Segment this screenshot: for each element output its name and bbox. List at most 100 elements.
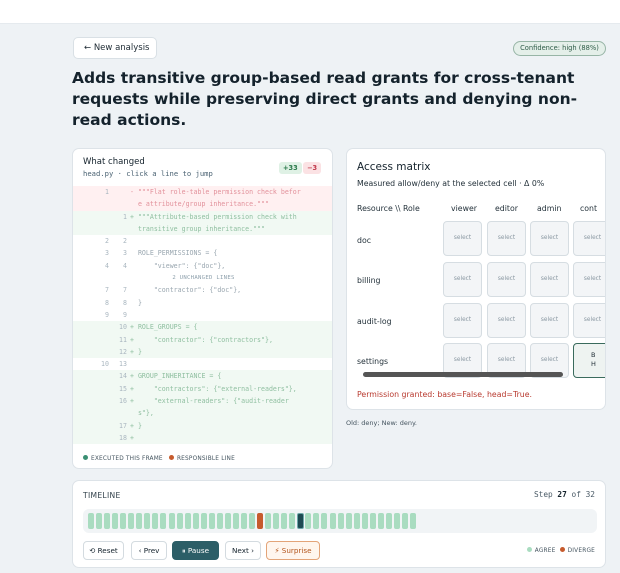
timeline-frame[interactable] — [385, 513, 392, 529]
code-line[interactable]: 10 13 — [73, 358, 332, 370]
timeline-frame[interactable] — [240, 513, 247, 529]
code-line[interactable]: 10 + ROLE_GROUPS = { — [73, 321, 332, 334]
timeline-track[interactable] — [83, 509, 597, 533]
code-lines: 1 - """Flat role-table permission check b… — [73, 186, 332, 445]
timeline-frame[interactable] — [321, 513, 328, 529]
timeline-frame[interactable] — [377, 513, 384, 529]
timeline-frame[interactable] — [184, 513, 191, 529]
code-text: + } — [130, 421, 142, 430]
timeline-frame[interactable] — [144, 513, 151, 529]
code-line[interactable]: 17 + } — [73, 419, 332, 432]
timeline-frame[interactable] — [128, 513, 135, 529]
timeline-frame-current[interactable] — [297, 513, 305, 529]
matrix-cell-doc-admin[interactable]: select — [530, 221, 569, 256]
matrix-cell-billing-cont[interactable]: select — [573, 262, 605, 297]
timeline-frame[interactable] — [361, 513, 368, 529]
code-line[interactable]: 12 + } — [73, 345, 332, 359]
code-line[interactable]: transitive group inheritance.""" — [73, 222, 332, 236]
timeline-frame[interactable] — [136, 513, 143, 529]
timeline-frame[interactable] — [313, 513, 320, 529]
timeline-frame[interactable] — [249, 513, 255, 529]
responsible-dot-icon — [168, 455, 174, 460]
timeline-frame[interactable] — [305, 513, 312, 529]
matrix-cell-billing-editor[interactable]: select — [487, 262, 526, 297]
timeline-frame[interactable] — [232, 513, 239, 529]
timeline-frame[interactable] — [265, 513, 272, 529]
reset-button[interactable]: ⟲ Reset — [83, 541, 124, 560]
surprise-button[interactable]: ⚡ Surprise — [266, 541, 320, 560]
timeline-frame[interactable] — [152, 513, 159, 529]
timeline-frame[interactable] — [208, 513, 215, 529]
timeline-frame[interactable] — [353, 513, 360, 529]
timeline-frame[interactable] — [289, 513, 296, 529]
matrix-cell-billing-viewer[interactable]: select — [443, 262, 482, 297]
code-line[interactable]: 7 7 "contractor": {"doc"}, — [73, 284, 332, 296]
matrix-cell-audit-log-cont[interactable]: select — [573, 303, 605, 338]
matrix-cell-audit-log-viewer[interactable]: select — [443, 303, 482, 338]
code-line[interactable]: 1 - """Flat role-table permission check b… — [73, 186, 332, 199]
code-line[interactable]: 18 + — [73, 431, 332, 445]
timeline-frame[interactable] — [96, 513, 103, 529]
matrix-cell-doc-viewer[interactable]: select — [443, 221, 482, 256]
code-line[interactable]: 8 8 } — [73, 297, 332, 309]
executed-dot-icon — [83, 455, 88, 460]
matrix-cell-doc-editor[interactable]: select — [487, 221, 526, 256]
timeline-frame[interactable] — [160, 513, 167, 529]
additions-badge: +33 — [279, 162, 302, 174]
timeline-frame[interactable] — [329, 513, 336, 529]
legend-diverge: DIVERGE — [567, 548, 595, 554]
new-line-number: 14 — [119, 372, 127, 381]
timeline-frame[interactable] — [410, 513, 416, 529]
code-text: + "contractor": {"contractors"}, — [130, 335, 273, 344]
timeline-frame[interactable] — [216, 513, 223, 529]
timeline-frame[interactable] — [224, 513, 231, 529]
new-analysis-button[interactable]: ← New analysis — [73, 37, 157, 59]
old-line-number: 1 — [105, 188, 109, 196]
pause-button[interactable]: ⏸ Pause — [172, 541, 219, 560]
timeline-frame[interactable] — [273, 513, 280, 529]
resource-label-doc: doc — [357, 236, 372, 245]
code-text: + ROLE_GROUPS = { — [130, 323, 198, 332]
matrix-cell-audit-log-admin[interactable]: select — [530, 303, 569, 338]
new-line-number: 2 — [123, 237, 127, 246]
code-line[interactable]: 16 + "external-readers": {"audit-reader — [73, 395, 332, 408]
code-line[interactable]: 4 4 "viewer": {"doc"}, — [73, 260, 332, 272]
matrix-cell-audit-log-editor[interactable]: select — [487, 303, 526, 338]
code-line[interactable]: 1 + """Attribute-based permission check w… — [73, 210, 332, 223]
timeline-frame[interactable] — [337, 513, 344, 529]
timeline-frame[interactable] — [200, 513, 207, 529]
timeline-frame[interactable] — [393, 513, 400, 529]
matrix-cell-settings-cont[interactable]: B H — [573, 343, 605, 378]
matrix-cell-doc-cont[interactable]: select — [573, 221, 605, 256]
matrix-cell-billing-admin[interactable]: select — [530, 262, 569, 297]
timeline-frame[interactable] — [88, 513, 94, 529]
timeline-frame[interactable] — [281, 513, 288, 529]
code-line[interactable]: 15 + "contractors": {"external-readers"}, — [73, 382, 332, 396]
step-current: 27 — [557, 490, 567, 499]
timeline-frame[interactable] — [176, 513, 183, 529]
code-line[interactable]: e attribute/group inheritance.""" — [73, 198, 332, 211]
next-button[interactable]: Next › — [225, 541, 261, 560]
timeline-frame[interactable] — [112, 513, 119, 529]
timeline-frame[interactable] — [192, 513, 199, 529]
timeline-frame[interactable] — [257, 513, 264, 529]
code-line[interactable]: 11 + "contractor": {"contractors"}, — [73, 333, 332, 346]
code-panel-title: What changed — [83, 157, 145, 167]
unchanged-lines-separator[interactable]: 2 UNCHANGED LINES — [73, 272, 332, 284]
new-line-number: 11 — [119, 335, 127, 344]
timeline-frame[interactable] — [168, 513, 175, 529]
matrix-subtitle: Measured allow/deny at the selected cell… — [357, 179, 545, 188]
timeline-frame[interactable] — [120, 513, 127, 529]
timeline-frame[interactable] — [104, 513, 111, 529]
code-line[interactable]: s"}, — [73, 407, 332, 420]
code-line[interactable]: 14 + GROUP_INHERITANCE = { — [73, 370, 332, 383]
timeline-frame[interactable] — [369, 513, 376, 529]
timeline-frame[interactable] — [401, 513, 408, 529]
code-line[interactable]: 3 3 ROLE_PERMISSIONS = { — [73, 247, 332, 259]
legend-responsible: RESPONSIBLE LINE — [176, 456, 235, 462]
prev-button[interactable]: ‹ Prev — [131, 541, 167, 560]
matrix-horizontal-scrollbar[interactable] — [363, 372, 563, 377]
timeline-frame[interactable] — [345, 513, 352, 529]
